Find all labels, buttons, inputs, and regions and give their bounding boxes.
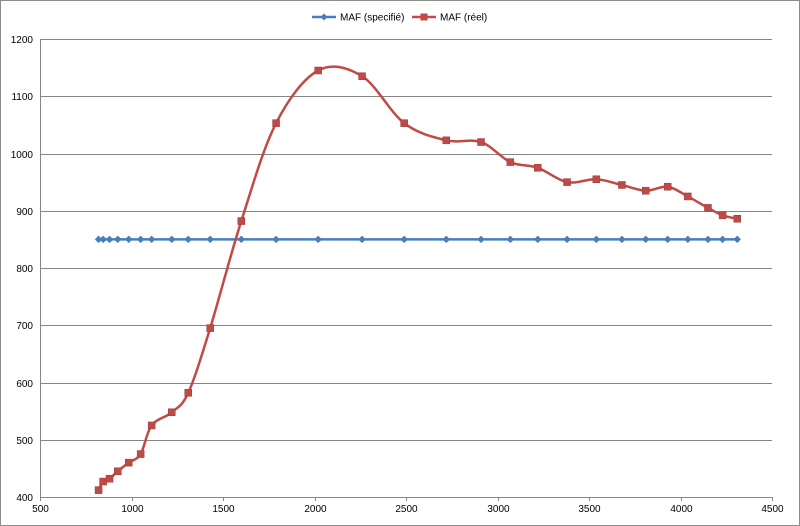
data-point-specifie-16 — [477, 235, 485, 244]
data-point-specifie-27 — [733, 235, 742, 244]
data-point-specifie-19 — [563, 235, 571, 244]
x-tick-label-3000: 3000 — [487, 504, 510, 515]
data-point-reel-3 — [114, 467, 122, 475]
data-point-specifie-2 — [105, 235, 114, 244]
y-tick-label-900: 900 — [16, 207, 33, 218]
data-point-reel-20 — [592, 175, 601, 184]
data-point-reel-27 — [733, 215, 741, 223]
data-point-specifie-23 — [663, 235, 672, 244]
data-point-specifie-6 — [147, 235, 156, 244]
data-point-specifie-13 — [358, 235, 366, 244]
y-tick-label-1200: 1200 — [11, 35, 34, 46]
data-point-specifie-21 — [618, 235, 626, 244]
data-point-specifie-25 — [704, 235, 712, 244]
data-point-reel-10 — [237, 217, 246, 225]
y-tick-label-500: 500 — [16, 436, 33, 447]
series-reel — [94, 65, 741, 494]
data-point-reel-17 — [506, 158, 515, 166]
data-point-reel-7 — [168, 408, 176, 417]
x-tick-label-1500: 1500 — [212, 504, 235, 515]
data-point-reel-24 — [684, 192, 692, 201]
data-point-reel-19 — [563, 178, 571, 186]
legend-marker-reel — [420, 13, 428, 21]
data-point-reel-25 — [704, 204, 712, 212]
legend-label-reel: MAF (réel) — [440, 13, 487, 24]
data-point-reel-0 — [94, 486, 103, 494]
data-point-specifie-1 — [99, 235, 107, 244]
data-point-specifie-26 — [718, 235, 727, 244]
data-point-reel-21 — [618, 181, 626, 189]
y-tick-label-1100: 1100 — [11, 92, 33, 103]
data-point-reel-8 — [184, 389, 192, 397]
data-point-specifie-10 — [237, 235, 246, 244]
data-point-specifie-8 — [184, 235, 193, 244]
data-point-reel-16 — [477, 138, 485, 146]
x-tick-label-4500: 4500 — [761, 504, 784, 515]
data-point-specifie-11 — [272, 235, 280, 244]
data-point-specifie-14 — [400, 235, 409, 244]
y-tick-label-600: 600 — [16, 379, 33, 390]
data-point-specifie-15 — [442, 235, 451, 244]
y-tick-label-700: 700 — [16, 321, 33, 332]
data-point-reel-22 — [641, 186, 650, 195]
x-tick-label-3500: 3500 — [578, 504, 601, 515]
data-point-specifie-22 — [641, 235, 650, 244]
data-point-reel-11 — [272, 119, 280, 127]
series-line-reel — [97, 65, 738, 491]
data-point-reel-13 — [358, 72, 366, 80]
data-point-specifie-9 — [206, 235, 215, 244]
x-tick-label-500: 500 — [32, 504, 49, 515]
data-point-specifie-17 — [506, 235, 515, 244]
data-point-specifie-18 — [533, 235, 542, 244]
data-point-specifie-4 — [124, 235, 133, 244]
x-tick-label-1000: 1000 — [121, 504, 144, 515]
y-tick-label-1000: 1000 — [11, 150, 34, 161]
data-point-specifie-5 — [136, 235, 145, 244]
data-point-reel-9 — [206, 324, 214, 332]
data-point-reel-6 — [147, 421, 156, 430]
data-point-specifie-7 — [167, 235, 176, 244]
data-point-reel-2 — [105, 474, 114, 483]
data-point-reel-14 — [400, 119, 408, 127]
data-point-reel-5 — [136, 450, 145, 458]
data-point-reel-26 — [718, 211, 727, 220]
data-point-reel-15 — [442, 136, 451, 145]
data-point-specifie-24 — [683, 235, 692, 244]
legend: MAF (specifié) MAF (réel) — [312, 13, 487, 24]
x-tick-label-2500: 2500 — [395, 504, 418, 515]
data-point-specifie-3 — [113, 235, 122, 244]
y-tick-label-800: 800 — [16, 264, 33, 275]
data-point-reel-12 — [314, 66, 322, 75]
data-point-reel-1 — [99, 477, 107, 486]
data-point-reel-18 — [534, 164, 542, 172]
data-point-specifie-12 — [314, 235, 323, 244]
data-point-reel-23 — [663, 182, 672, 191]
legend-marker-specifie — [320, 13, 328, 21]
data-point-specifie-20 — [592, 235, 601, 244]
x-tick-label-2000: 2000 — [304, 504, 327, 515]
data-point-reel-4 — [125, 458, 133, 467]
x-tick-label-4000: 4000 — [670, 504, 693, 515]
y-tick-label-400: 400 — [16, 493, 33, 504]
legend-label-specifie: MAF (specifié) — [340, 13, 404, 24]
series-specifie — [94, 235, 742, 244]
